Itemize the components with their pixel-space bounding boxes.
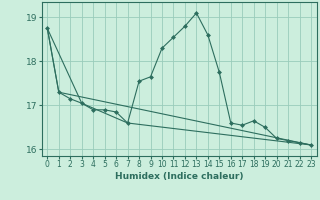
X-axis label: Humidex (Indice chaleur): Humidex (Indice chaleur) [115,172,244,181]
